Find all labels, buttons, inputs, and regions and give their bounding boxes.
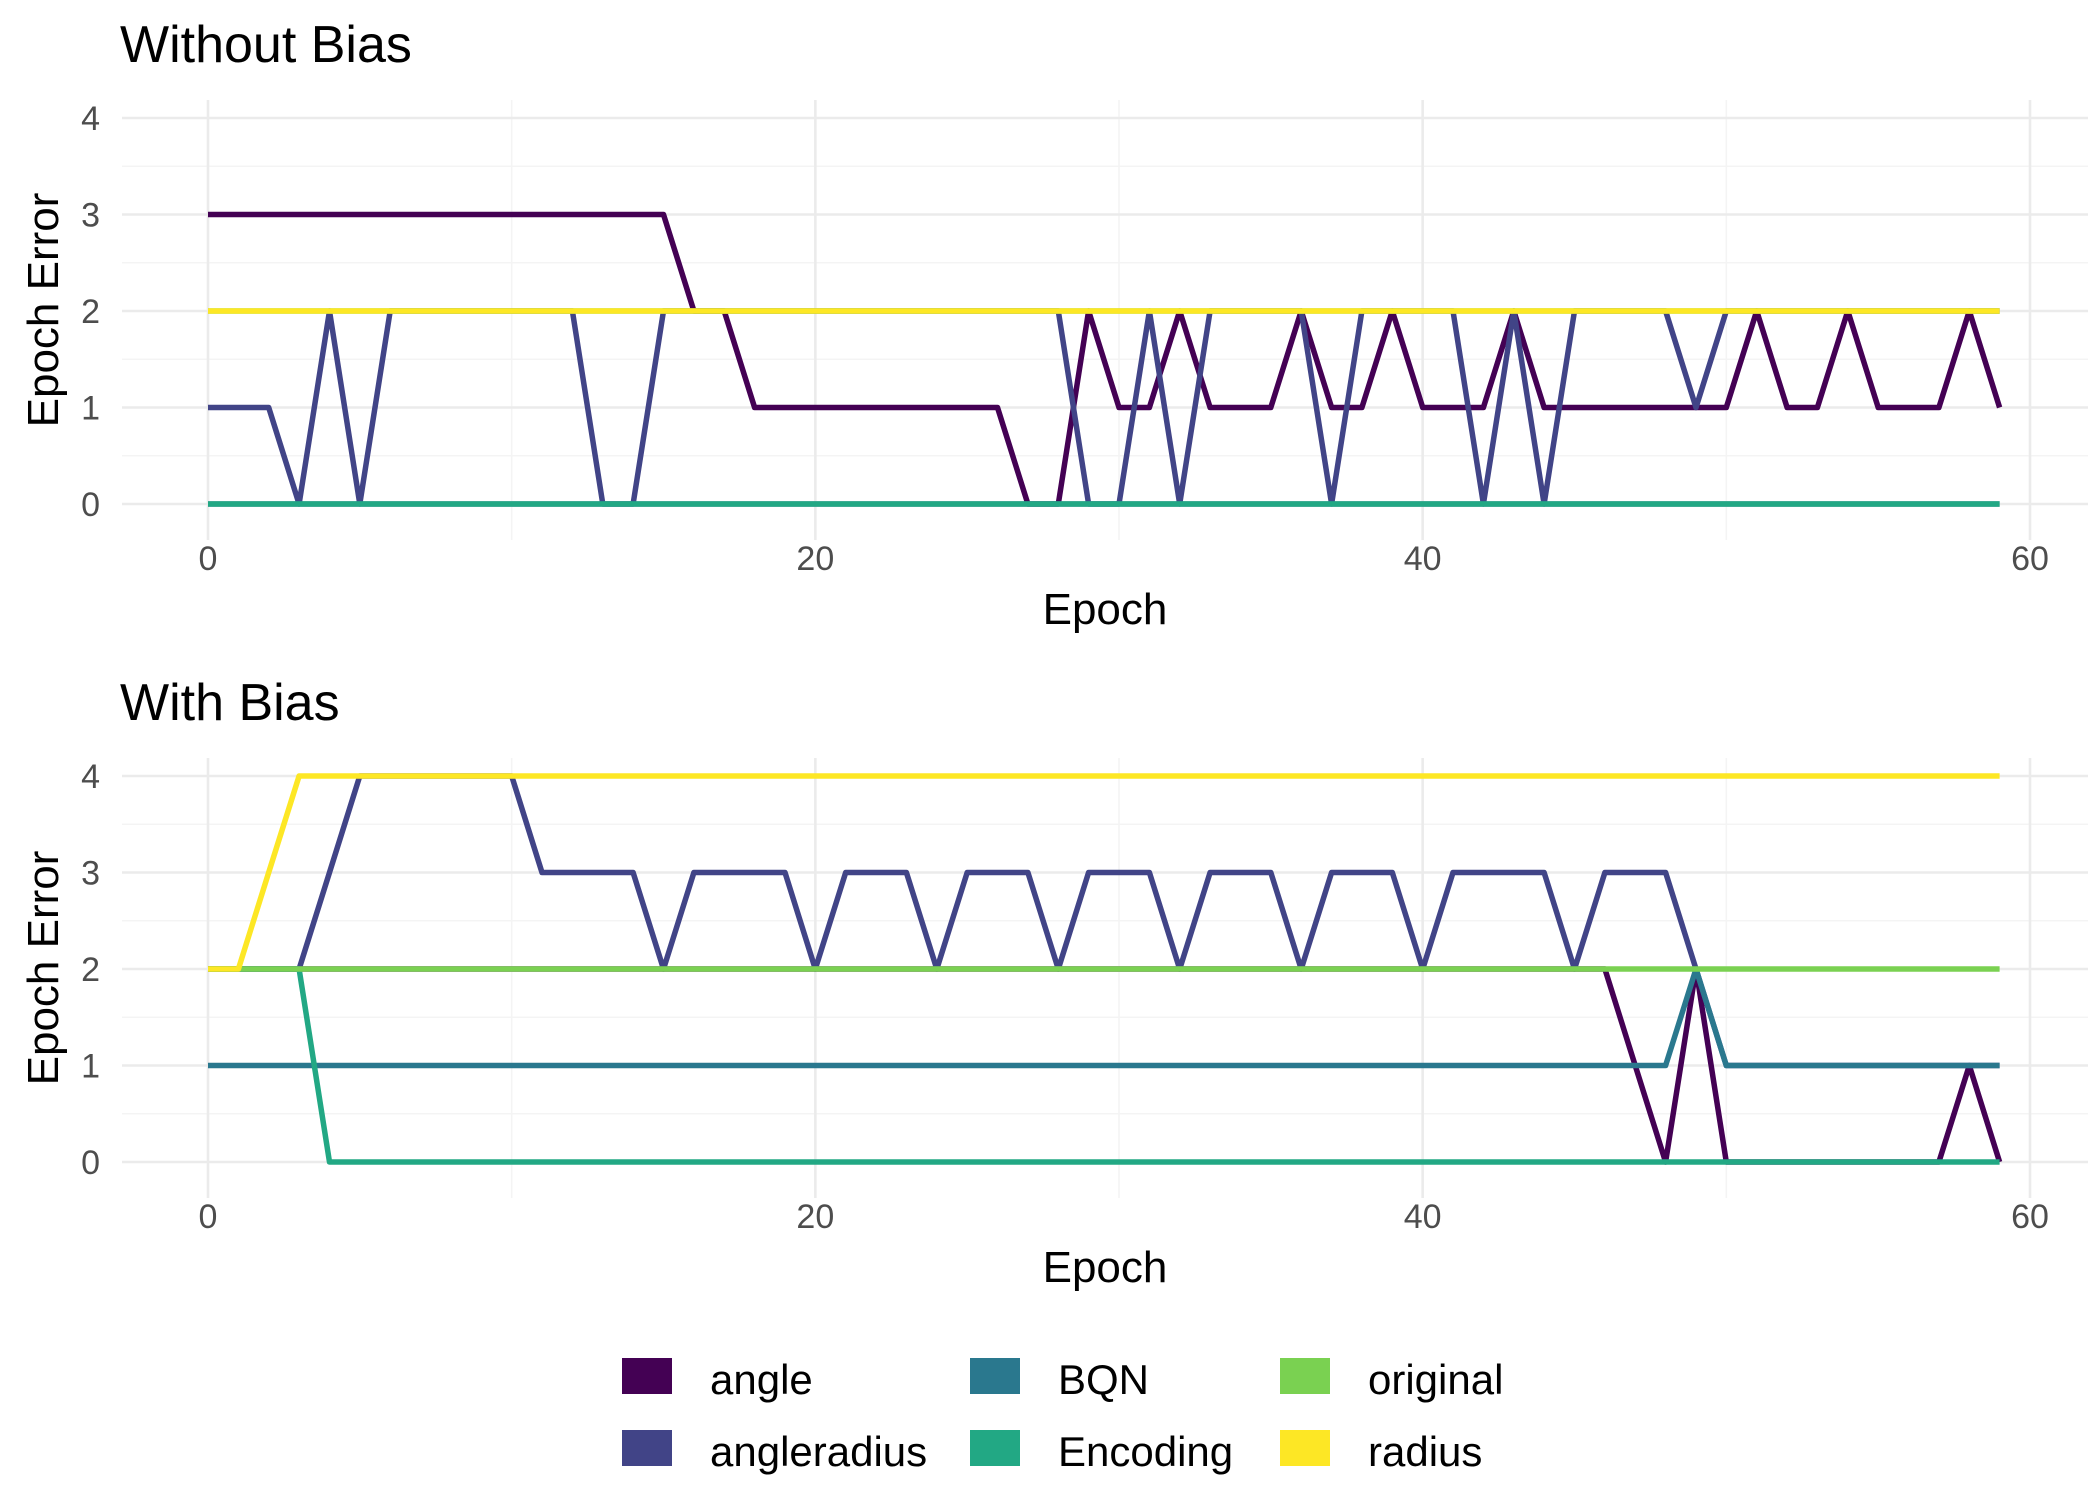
y-axis-ticks: 0 1 2 3 4 (81, 100, 100, 524)
y-tick-label: 2 (81, 951, 100, 989)
legend-key (622, 1430, 672, 1466)
x-tick-label: 40 (1404, 540, 1442, 578)
x-axis-ticks: 0 20 40 60 (199, 540, 2049, 578)
x-tick-label: 0 (199, 540, 218, 578)
legend-key (970, 1430, 1020, 1466)
x-axis-ticks: 0 20 40 60 (199, 1198, 2049, 1236)
legend-key (1280, 1358, 1330, 1394)
grid (122, 100, 2088, 540)
legend-label: angle (710, 1356, 813, 1403)
legend-label: BQN (1058, 1356, 1149, 1403)
legend-label: radius (1368, 1428, 1482, 1475)
series-line-Encoding (208, 966, 2000, 1165)
panel-without-bias: Without Bias 0 1 2 3 4 0 20 40 60 Epoch Epoch E… (19, 16, 2088, 634)
x-tick-label: 40 (1404, 1198, 1442, 1236)
series-group (208, 773, 2003, 1165)
series-group (208, 211, 2003, 507)
legend-key (970, 1358, 1020, 1394)
series-line-angle (208, 211, 2003, 507)
series-line-BQN (208, 966, 2000, 1069)
x-tick-label: 20 (796, 1198, 834, 1236)
legend-item-angle: angle (622, 1356, 813, 1403)
y-tick-label: 0 (81, 1144, 100, 1182)
x-tick-label: 60 (2011, 1198, 2049, 1236)
legend-label: original (1368, 1356, 1503, 1403)
y-tick-label: 1 (81, 390, 100, 428)
series-line-radius (208, 773, 2000, 972)
x-tick-label: 20 (796, 540, 834, 578)
legend-item-BQN: BQN (970, 1356, 1149, 1403)
y-tick-label: 4 (81, 100, 100, 138)
legend-item-radius: radius (1280, 1428, 1482, 1475)
grid (122, 758, 2088, 1198)
x-tick-label: 0 (199, 1198, 218, 1236)
legend-label: angleradius (710, 1428, 927, 1475)
legend-item-original: original (1280, 1356, 1503, 1403)
legend: angle angleradius BQN Encoding original radiu… (622, 1356, 1503, 1475)
panel-title: With Bias (120, 674, 340, 732)
y-tick-label: 4 (81, 758, 100, 796)
x-tick-label: 60 (2011, 540, 2049, 578)
panel-title: Without Bias (120, 16, 412, 74)
legend-key (622, 1358, 672, 1394)
y-tick-label: 1 (81, 1048, 100, 1086)
y-tick-label: 0 (81, 486, 100, 524)
y-tick-label: 3 (81, 197, 100, 235)
y-tick-label: 3 (81, 855, 100, 893)
legend-key (1280, 1430, 1330, 1466)
y-tick-label: 2 (81, 293, 100, 331)
legend-item-angleradius: angleradius (622, 1428, 927, 1475)
legend-label: Encoding (1058, 1428, 1233, 1475)
panel-with-bias: With Bias 0 1 2 3 4 0 20 40 60 Epoch Epoch Erro… (19, 674, 2088, 1292)
y-axis-title: Epoch Error (19, 193, 68, 428)
x-axis-title: Epoch (1043, 585, 1168, 634)
y-axis-ticks: 0 1 2 3 4 (81, 758, 100, 1182)
y-axis-title: Epoch Error (19, 851, 68, 1086)
legend-item-Encoding: Encoding (970, 1428, 1233, 1475)
x-axis-title: Epoch (1043, 1243, 1168, 1292)
